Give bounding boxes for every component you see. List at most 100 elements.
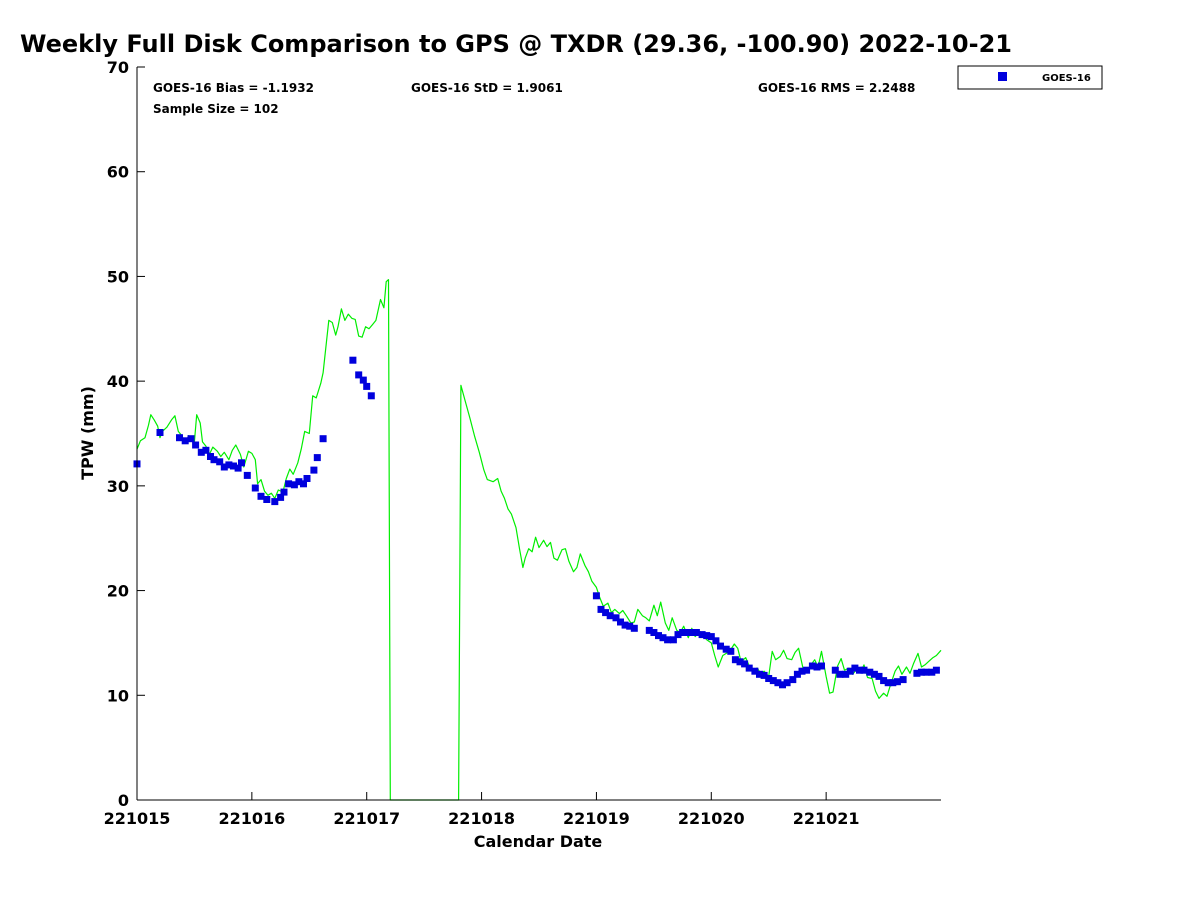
goes16-point: [707, 633, 715, 641]
x-tick-label: 221019: [563, 809, 630, 828]
legend-label-goes16: GOES-16: [1042, 73, 1091, 84]
goes16-point: [870, 670, 878, 678]
goes16-point: [918, 668, 925, 676]
goes16-point: [650, 629, 658, 636]
y-tick-label: 20: [107, 582, 129, 601]
goes16-point: [659, 634, 667, 642]
goes16-point: [760, 671, 768, 679]
y-tick-label: 30: [107, 477, 129, 496]
goes16-point: [692, 629, 700, 636]
goes16-point: [669, 636, 677, 644]
goes16-point: [216, 458, 224, 466]
goes16-point: [202, 446, 210, 454]
goes16-point: [875, 672, 883, 680]
goes16-point: [181, 437, 189, 445]
goes16-point: [597, 605, 605, 613]
y-tick-label: 50: [107, 267, 129, 286]
goes16-point: [313, 454, 321, 462]
goes16-point: [836, 670, 844, 678]
goes16-point: [271, 498, 279, 506]
goes16-point: [626, 622, 634, 630]
goes16-point: [285, 480, 293, 488]
legend-box: [957, 65, 1103, 90]
goes16-point: [745, 664, 753, 672]
goes16-point: [731, 656, 739, 664]
goes16-point: [176, 434, 183, 442]
goes16-point: [765, 675, 773, 682]
goes16-point: [280, 488, 288, 496]
goes16-point: [831, 666, 839, 674]
goes16-point: [842, 670, 850, 678]
goes16-point: [187, 435, 195, 443]
goes16-point: [349, 356, 357, 364]
goes16-point: [300, 480, 307, 488]
goes16-point: [783, 679, 791, 687]
goes16-point: [727, 647, 735, 655]
goes16-point: [880, 677, 888, 685]
goes16-point: [893, 678, 901, 686]
goes16-point: [932, 666, 940, 674]
goes16-point: [889, 679, 897, 687]
goes16-point: [860, 666, 868, 674]
goes16-point: [683, 629, 691, 636]
goes16-point: [263, 496, 271, 503]
goes16-point: [769, 677, 777, 685]
goes16-point: [319, 435, 327, 443]
chart-title: Weekly Full Disk Comparison to GPS @ TXD…: [20, 30, 1012, 58]
goes16-point: [645, 626, 653, 634]
x-tick-label: 221017: [333, 809, 400, 828]
y-tick-label: 0: [118, 791, 129, 810]
goes16-point: [756, 670, 763, 678]
goes16-point: [779, 681, 786, 689]
goes16-point: [818, 662, 825, 670]
goes16-point: [884, 679, 892, 687]
goes16-point: [851, 664, 859, 672]
x-tick-label: 221020: [678, 809, 745, 828]
goes16-point: [803, 666, 811, 674]
y-axis-label: TPW (mm): [78, 386, 97, 480]
goes16-point: [277, 493, 285, 501]
goes16-point: [363, 382, 371, 390]
goes16-point: [612, 614, 620, 622]
goes16-point: [664, 636, 672, 644]
goes16-point: [630, 624, 638, 632]
goes16-point: [751, 667, 759, 675]
goes16-point: [210, 456, 218, 464]
goes16-point: [688, 629, 696, 636]
goes16-point: [592, 592, 600, 600]
goes16-point: [367, 392, 375, 400]
goes16-point: [359, 376, 367, 384]
goes16-point: [617, 618, 624, 626]
goes16-point: [698, 631, 706, 639]
goes16-point: [856, 666, 863, 674]
goes16-point: [913, 669, 921, 677]
y-tick-label: 40: [107, 372, 129, 391]
goes16-point: [793, 670, 801, 678]
goes16-point: [220, 463, 228, 471]
series-line-gps: [136, 279, 942, 801]
goes16-point: [703, 632, 711, 640]
goes16-point: [606, 612, 614, 620]
goes16-point: [798, 667, 806, 675]
goes16-point: [846, 667, 854, 675]
goes16-point: [156, 429, 164, 436]
x-tick-label: 221018: [448, 809, 515, 828]
goes16-point: [899, 676, 907, 684]
goes16-point: [813, 663, 821, 671]
goes16-point: [234, 464, 242, 472]
goes16-point: [238, 459, 245, 467]
goes16-point: [712, 637, 720, 645]
goes16-point: [290, 481, 298, 489]
goes16-point: [928, 668, 936, 676]
goes16-point: [674, 631, 682, 639]
rms-label: GOES-16 RMS = 2.2488: [758, 81, 915, 95]
goes16-point: [717, 642, 724, 650]
goes16-point: [257, 492, 265, 500]
goes16-point: [355, 371, 363, 379]
sample-size-label: Sample Size = 102: [153, 102, 279, 116]
goes16-point: [922, 668, 930, 676]
goes16-point: [197, 448, 205, 456]
goes16-point: [295, 478, 303, 486]
goes16-point: [243, 471, 251, 479]
